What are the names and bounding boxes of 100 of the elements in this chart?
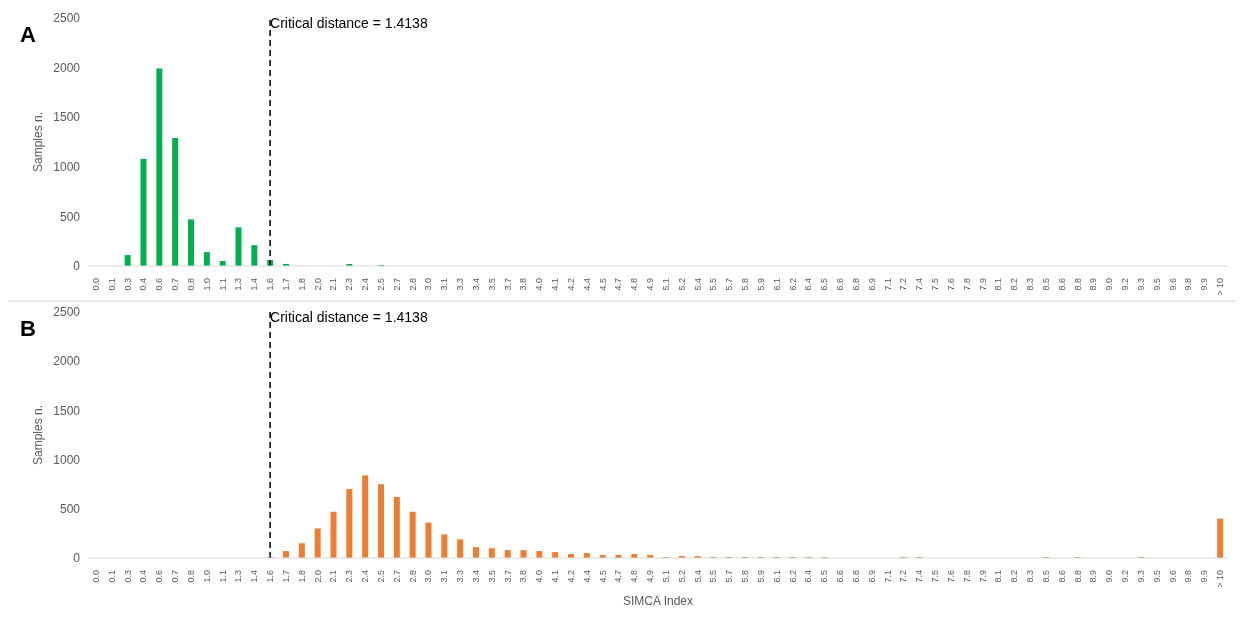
chart-title: A [20,22,36,48]
y-axis-title: Samples n. [31,111,46,173]
y-tick-label: 2500 [53,11,81,26]
ref-line-label: Critical distance = 1.4138 [270,14,428,31]
x-tick-label: 5.2 [676,570,687,583]
y-tick-label: 1500 [53,403,81,418]
x-tick-label: 7.4 [914,278,925,291]
x-tick-label: 1.4 [249,570,260,583]
x-tick-label: 6.5 [819,570,830,583]
y-tick-label: 1500 [53,110,81,125]
x-tick-label: 7.8 [961,278,972,291]
x-tick-label: 1.4 [249,278,260,291]
x-tick-label: 2.0 [312,570,323,583]
x-tick-label: 3.4 [470,278,481,291]
x-tick-label: 3.0 [423,570,434,583]
x-tick-label: 9.9 [1199,278,1210,291]
y-tick-label: 2500 [53,305,81,320]
x-tick-label: 4.0 [534,278,545,291]
x-tick-label: 8.5 [1040,278,1051,291]
x-tick-label: 6.4 [803,278,814,291]
x-tick-label: 0.1 [106,570,117,583]
x-tick-label: 5.1 [660,570,671,583]
x-tick-label: 0.0 [90,278,101,291]
x-tick-label: 8.6 [1056,278,1067,291]
x-tick-label: 9.5 [1151,278,1162,291]
x-tick-label: 8.8 [1072,278,1083,291]
x-tick-label: 8.1 [993,570,1004,583]
x-tick-label: 4.7 [613,570,624,583]
x-tick-label: 3.1 [439,278,450,291]
x-tick-label: 5.7 [724,570,735,583]
x-tick-label: 0.4 [138,570,149,583]
x-tick-label: 4.9 [645,278,656,291]
x-tick-label: 9.2 [1120,278,1131,291]
x-tick-label: 1.1 [217,278,228,291]
x-tick-label: 4.0 [534,570,545,583]
x-tick-label: 9.6 [1167,570,1178,583]
x-tick-label: 7.8 [961,570,972,583]
x-tick-label: 2.5 [375,570,386,583]
x-tick-label: 6.2 [787,570,798,583]
x-tick-label: 1.7 [280,278,291,291]
x-tick-label: 4.2 [565,570,576,583]
x-tick-label: 5.2 [676,278,687,291]
x-tick-label: 6.6 [835,278,846,291]
x-tick-label: 3.5 [486,570,497,583]
x-tick-label: 1.0 [201,570,212,583]
chart-title: B [20,316,36,342]
x-tick-label: 3.1 [439,570,450,583]
x-tick-label: 5.5 [708,570,719,583]
x-tick-label: 2.8 [407,570,418,583]
x-tick-label: 8.5 [1040,570,1051,583]
x-tick-label: 6.5 [819,278,830,291]
x-tick-label: > 10 [1215,278,1226,296]
x-tick-label: 3.7 [502,278,513,291]
x-tick-label: 5.7 [724,278,735,291]
x-tick-label: 5.4 [692,570,703,583]
x-tick-label: 4.8 [629,570,640,583]
x-tick-label: 7.9 [977,570,988,583]
y-tick-label: 500 [59,502,81,517]
x-tick-label: 7.6 [945,570,956,583]
x-tick-label: 3.4 [470,570,481,583]
x-tick-label: 7.1 [882,278,893,291]
x-tick-label: 7.5 [930,278,941,291]
x-tick-label: > 10 [1215,570,1226,588]
x-axis-title: SIMCA Index [622,593,694,608]
x-tick-label: 2.7 [391,278,402,291]
x-tick-label: 4.2 [565,278,576,291]
x-tick-label: 2.0 [312,278,323,291]
x-tick-label: 5.5 [708,278,719,291]
x-tick-label: 0.0 [90,570,101,583]
x-tick-label: 0.8 [185,278,196,291]
x-tick-label: 0.3 [122,278,133,291]
x-tick-label: 9.3 [1135,570,1146,583]
x-tick-label: 9.3 [1135,278,1146,291]
x-tick-label: 2.4 [360,278,371,291]
x-tick-label: 9.8 [1183,570,1194,583]
x-tick-label: 6.1 [771,570,782,583]
x-tick-label: 0.3 [122,570,133,583]
x-tick-label: 9.0 [1104,570,1115,583]
x-tick-label: 9.8 [1183,278,1194,291]
x-tick-label: 8.2 [1009,278,1020,291]
y-tick-label: 1000 [53,160,81,175]
x-tick-label: 1.6 [265,570,276,583]
y-tick-label: 0 [73,551,81,566]
y-tick-label: 500 [59,209,81,224]
x-tick-label: 3.5 [486,278,497,291]
x-tick-label: 7.2 [898,278,909,291]
x-tick-label: 3.3 [455,278,466,291]
y-axis-title: Samples n. [31,404,46,466]
x-tick-label: 4.9 [645,570,656,583]
x-tick-label: 0.6 [154,570,165,583]
x-tick-label: 3.8 [518,278,529,291]
x-tick-label: 1.6 [265,278,276,291]
x-tick-label: 0.7 [170,278,181,291]
x-tick-label: 8.6 [1056,570,1067,583]
x-tick-label: 1.7 [280,570,291,583]
x-tick-label: 6.4 [803,570,814,583]
x-tick-label: 1.0 [201,278,212,291]
x-tick-label: 2.1 [328,570,339,583]
x-tick-label: 3.3 [455,570,466,583]
x-tick-label: 8.8 [1072,570,1083,583]
